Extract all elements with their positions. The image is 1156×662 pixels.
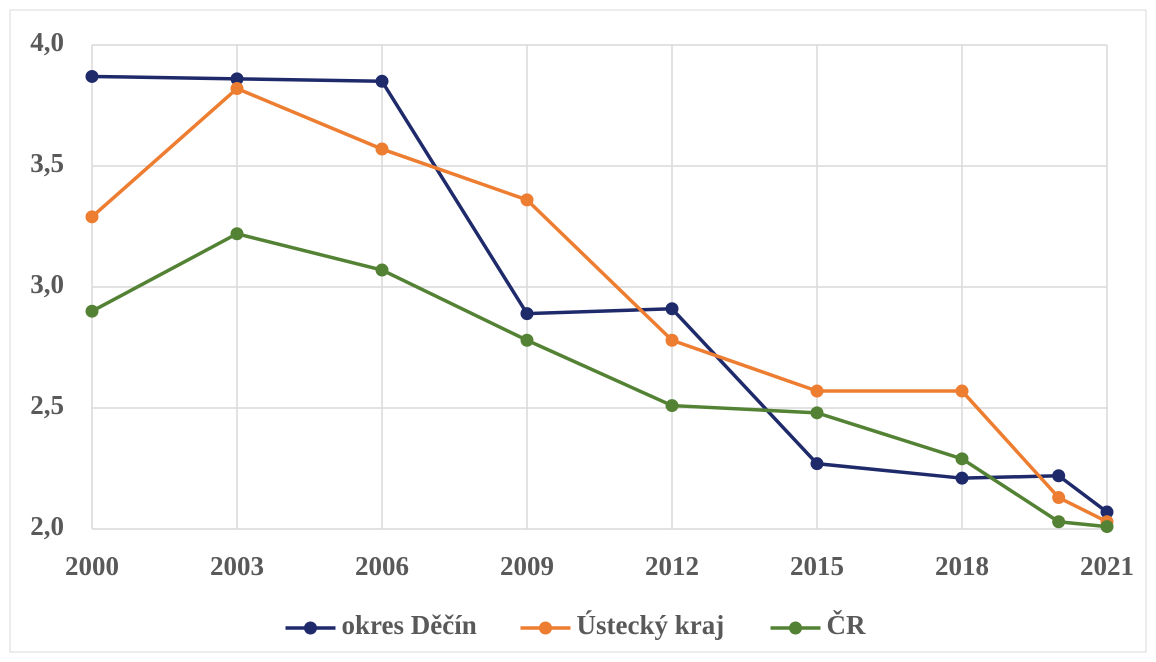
data-point (810, 457, 824, 471)
data-point (665, 333, 679, 347)
data-point (375, 74, 389, 88)
data-point (1100, 505, 1114, 519)
data-point (810, 406, 824, 420)
data-point (230, 227, 244, 241)
x-tick-label: 2003 (210, 551, 264, 581)
x-tick-label: 2009 (500, 551, 554, 581)
data-point (520, 307, 534, 321)
data-point (375, 263, 389, 277)
legend-marker (539, 621, 552, 635)
data-point (1052, 515, 1066, 529)
data-point (375, 142, 389, 156)
data-point (230, 82, 244, 96)
data-point (85, 304, 99, 318)
data-point (1100, 520, 1114, 534)
x-tick-label: 2021 (1080, 551, 1134, 581)
y-tick-label: 3,5 (30, 148, 64, 178)
data-point (520, 333, 534, 347)
x-tick-label: 2012 (645, 551, 699, 581)
data-point (810, 384, 824, 398)
x-tick-label: 2000 (65, 551, 119, 581)
data-point (1052, 491, 1066, 505)
data-point (85, 69, 99, 83)
data-point (520, 193, 534, 207)
y-tick-label: 2,5 (30, 390, 64, 420)
data-point (665, 399, 679, 413)
legend-label: ČR (827, 610, 866, 640)
legend-label: okres Děčín (342, 610, 477, 640)
y-tick-label: 3,0 (30, 269, 64, 299)
data-point (1052, 469, 1066, 483)
data-point (85, 210, 99, 224)
legend-label: Ústecký kraj (577, 610, 725, 640)
legend-marker (304, 621, 317, 635)
x-tick-label: 2006 (355, 551, 409, 581)
data-point (230, 72, 244, 86)
chart-border (9, 9, 1147, 653)
data-point (955, 384, 969, 398)
y-tick-label: 2,0 (30, 511, 64, 541)
data-point (955, 452, 969, 466)
y-tick-label: 4,0 (30, 27, 64, 57)
data-point (665, 302, 679, 316)
x-tick-label: 2015 (790, 551, 844, 581)
data-point (955, 471, 969, 485)
x-tick-label: 2018 (935, 551, 989, 581)
legend-marker (789, 621, 802, 635)
